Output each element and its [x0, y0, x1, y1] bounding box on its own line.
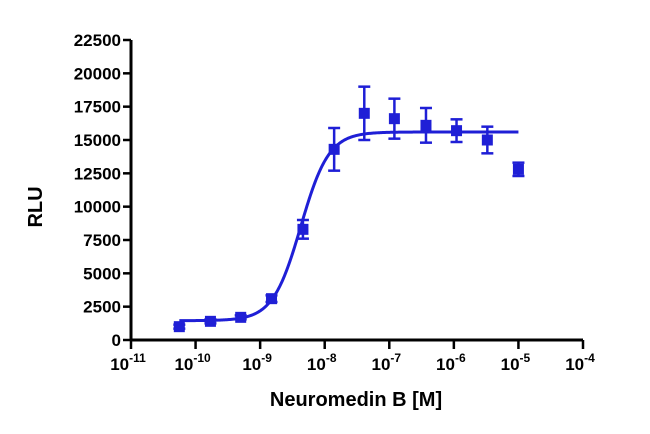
x-tick-label: 10-9 [242, 351, 272, 374]
data-point [388, 113, 400, 125]
data-point [204, 315, 216, 327]
data-point [481, 134, 493, 146]
data-point [235, 311, 247, 323]
data-point [358, 107, 370, 119]
data-point [512, 163, 524, 175]
data-points-layer [173, 107, 524, 333]
error-bars-layer [173, 85, 525, 330]
x-tick-label: 10-8 [307, 351, 337, 374]
y-tick-label: 2500 [83, 298, 121, 317]
x-tick-label: 10-4 [565, 351, 595, 374]
y-tick-label: 17500 [74, 98, 121, 117]
x-tick-label: 10-11 [110, 351, 146, 374]
data-point [266, 293, 278, 305]
data-point [328, 143, 340, 155]
x-tick-label: 10-6 [436, 351, 466, 374]
data-point [173, 321, 185, 333]
x-axis-title: Neuromedin B [M] [270, 389, 442, 411]
y-axis: 0 2500 5000 7500 10000 12500 15000 17500 20000 22… [74, 31, 133, 350]
x-axis: 10-11 10-10 10-9 10-8 10-7 10-6 10-5 10-4 [110, 338, 595, 374]
fit-curve [179, 130, 519, 323]
y-tick-label: 12500 [74, 164, 121, 183]
x-tick-label: 10-10 [174, 351, 211, 374]
data-point [297, 223, 309, 235]
y-tick-label: 15000 [74, 131, 121, 150]
data-point [420, 119, 432, 131]
y-tick-label: 10000 [74, 198, 121, 217]
data-point [451, 125, 463, 137]
x-tick-label: 10-7 [371, 351, 401, 374]
y-axis-title: RLU [25, 186, 47, 227]
y-tick-label: 20000 [74, 64, 121, 83]
y-tick-label: 22500 [74, 31, 121, 50]
x-tick-label: 10-5 [501, 351, 531, 374]
fit-curve-layer [179, 130, 519, 323]
y-tick-label: 0 [112, 331, 121, 350]
y-tick-label: 5000 [83, 264, 121, 283]
y-tick-label: 7500 [83, 231, 121, 250]
